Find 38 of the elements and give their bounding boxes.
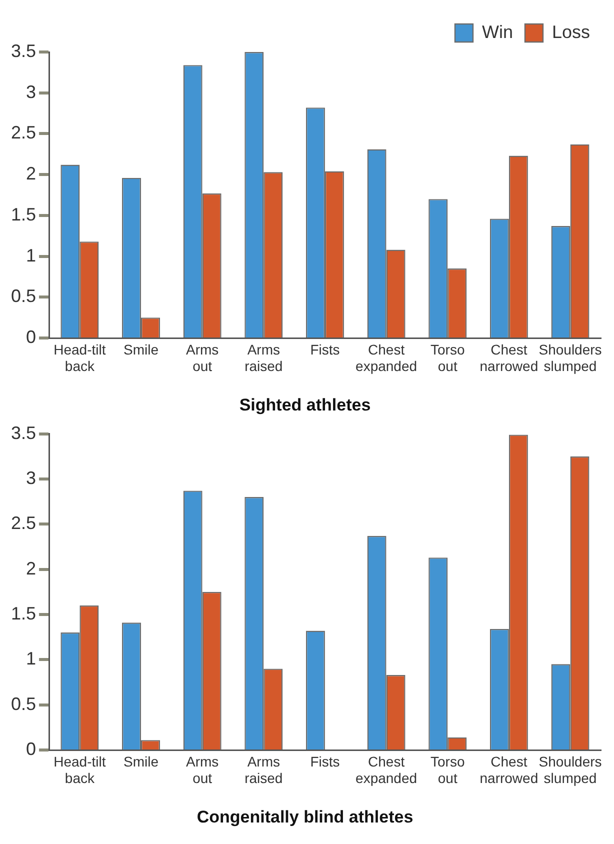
y-tick-label: 1: [26, 648, 36, 669]
y-tick-label: 3: [26, 82, 36, 102]
y-tick-label: 0: [26, 326, 36, 347]
y-tick-label: 0.5: [10, 694, 36, 714]
x-tick-label: Smile: [123, 341, 159, 358]
x-tick-label: Arms raised: [244, 753, 283, 786]
text: Sighted athletes: [239, 395, 371, 414]
x-tick-label: Arms out: [186, 341, 219, 374]
x-tick-label: Arms out: [186, 753, 219, 786]
x-tick-label: Torso out: [430, 753, 465, 786]
x-tick-label: Head-tilt back: [54, 341, 106, 374]
x-tick-label: Chest expanded: [356, 753, 418, 786]
x-tick-label: Arms raised: [244, 341, 283, 374]
y-tick-label: 2.5: [10, 513, 36, 534]
legend-label: Win: [482, 22, 513, 42]
y-tick-label: 2: [26, 164, 36, 184]
y-tick-label: 1.5: [10, 204, 36, 224]
y-tick-label: 2: [26, 558, 36, 578]
y-tick-label: 2.5: [10, 122, 36, 143]
y-tick-label: 1.5: [10, 603, 36, 624]
x-tick-label: Chest expanded: [356, 341, 418, 374]
y-tick-label: 3.5: [10, 422, 36, 443]
x-tick-label: Torso out: [430, 341, 465, 374]
legend-label: Loss: [552, 22, 590, 42]
x-tick-label: Head-tilt back: [54, 753, 106, 786]
text: Congenitally blind athletes: [196, 807, 414, 826]
x-tick-label: Chest narrowed: [480, 341, 538, 374]
y-tick-label: 3: [26, 468, 36, 488]
y-tick-label: 1: [26, 245, 36, 266]
x-tick-label: Chest narrowed: [480, 753, 538, 786]
y-tick-label: 0.5: [10, 286, 36, 306]
x-tick-label: Shoulders slumped: [538, 753, 602, 786]
x-tick-label: Fists: [310, 753, 340, 770]
y-tick-label: 3.5: [10, 40, 36, 61]
y-tick-label: 0: [26, 738, 36, 759]
x-tick-label: Smile: [123, 753, 159, 770]
x-tick-label: Fists: [310, 341, 340, 358]
x-tick-label: Shoulders slumped: [538, 341, 602, 374]
